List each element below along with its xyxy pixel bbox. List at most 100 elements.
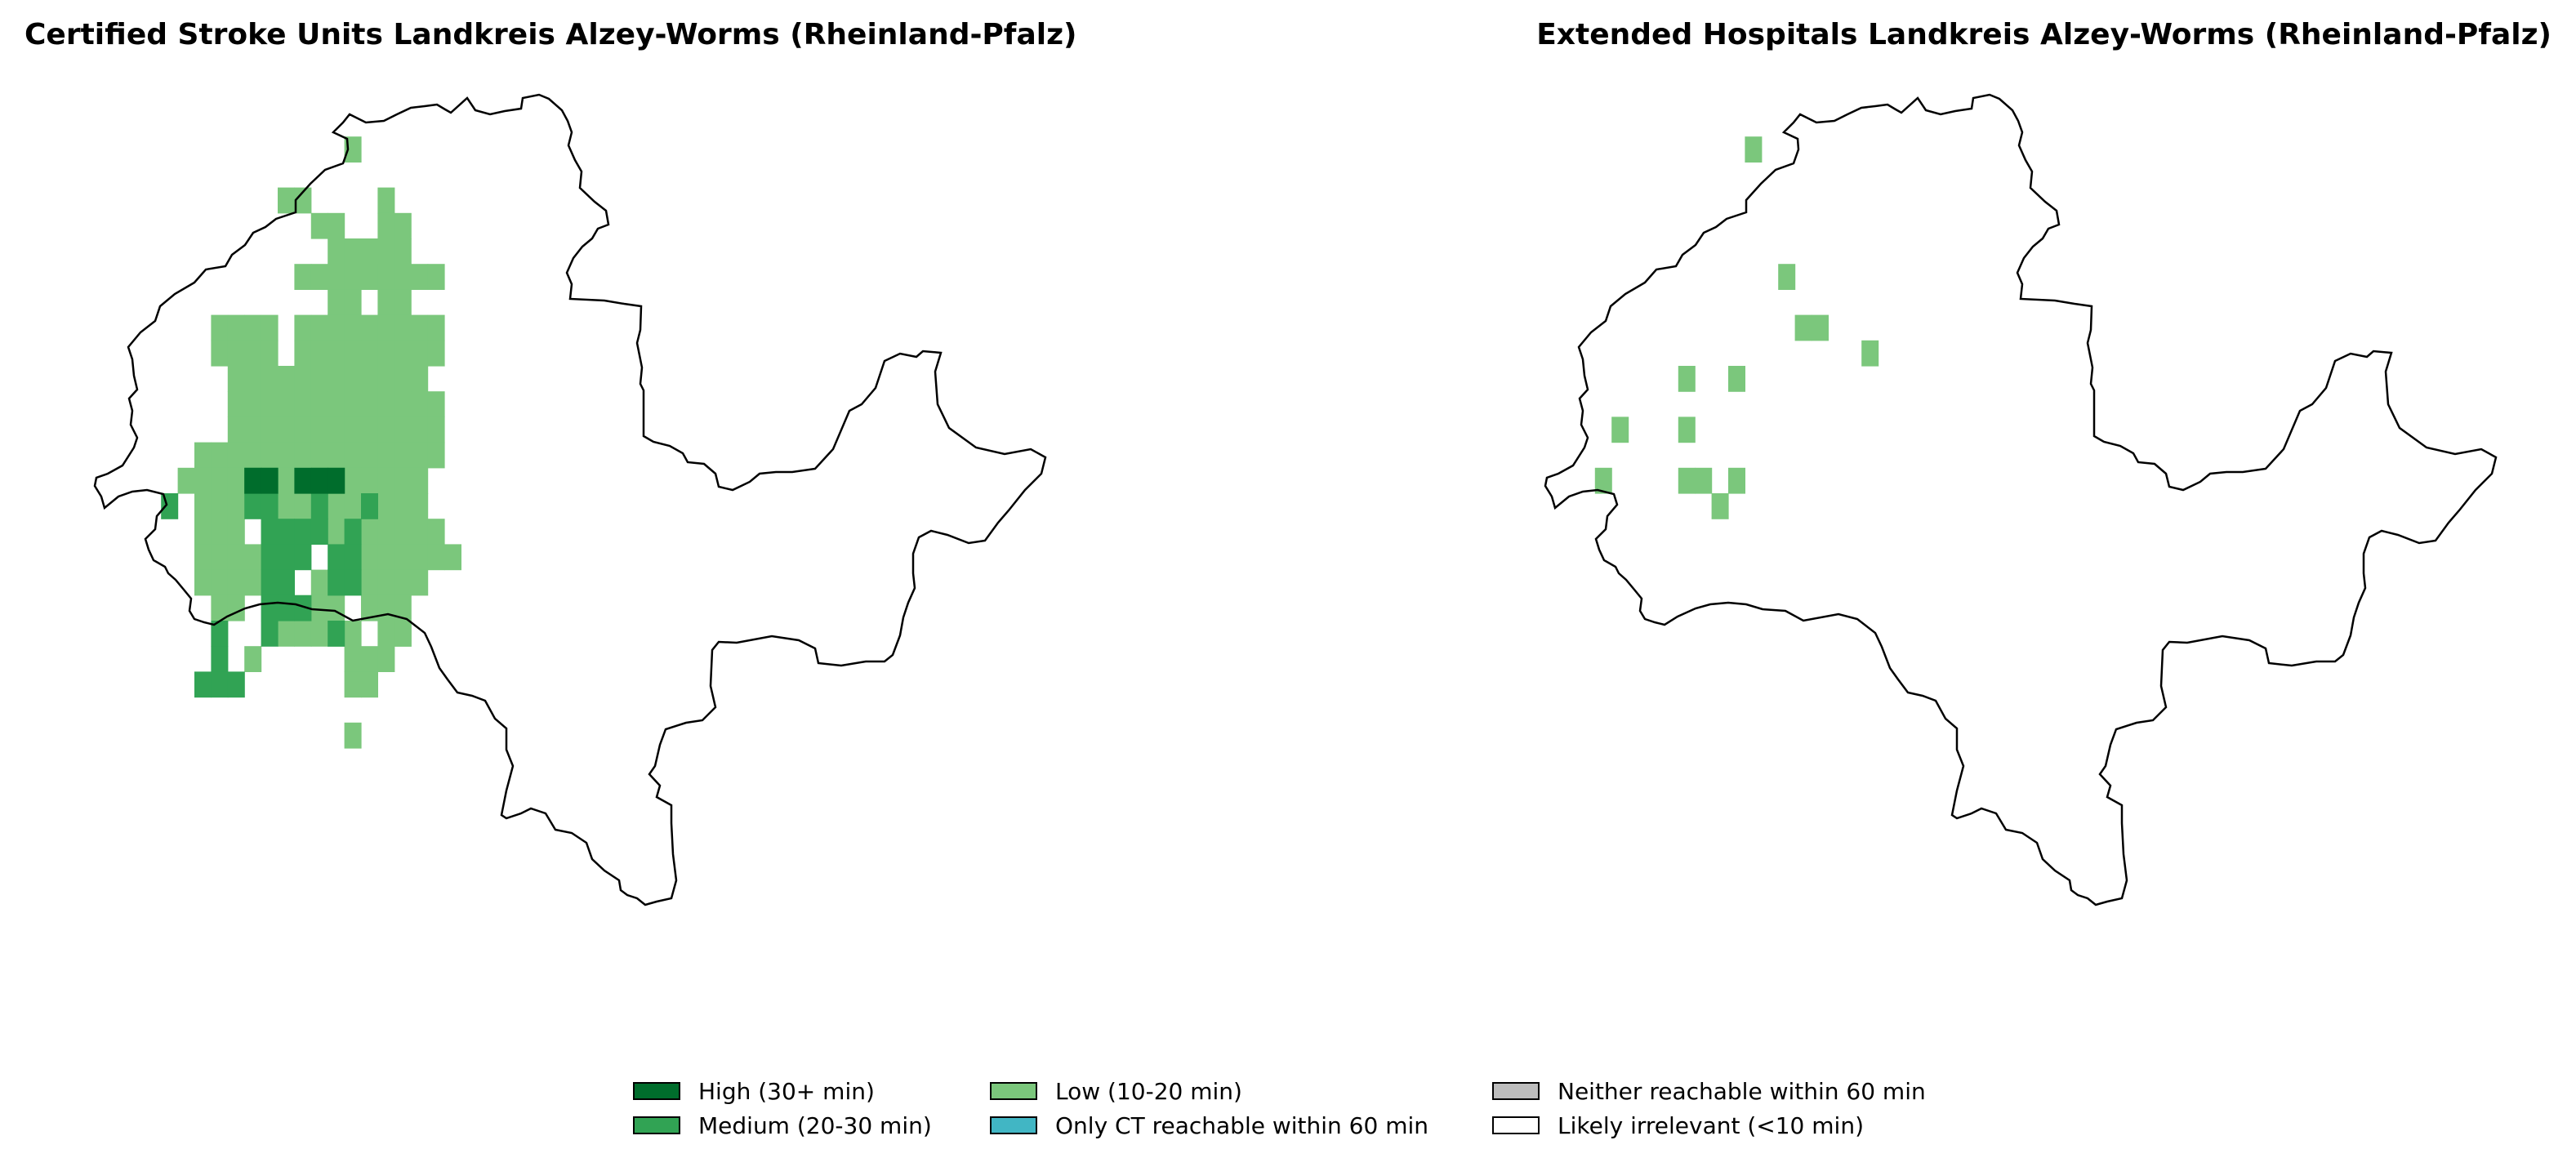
- legend-item-low: Low (10-20 min): [990, 1075, 1242, 1107]
- grid-cell-low: [278, 187, 295, 214]
- grid-cell-low: [361, 671, 378, 698]
- grid-cell-medium: [244, 493, 262, 519]
- grid-cell-medium: [310, 493, 328, 519]
- legend-label-irrelevant: Likely irrelevant (<10 min): [1558, 1111, 1864, 1139]
- grid-cell-low: [227, 519, 245, 545]
- grid-cell-low: [344, 467, 362, 494]
- grid-cell-low: [394, 467, 412, 494]
- grid-cell-low: [377, 467, 395, 494]
- legend-label-neither: Neither reachable within 60 min: [1558, 1077, 1926, 1105]
- grid-cell-low: [1678, 467, 1696, 494]
- grid-cell-low: [377, 569, 395, 596]
- grid-cell-medium: [361, 493, 378, 519]
- grid-cell-low: [394, 519, 412, 545]
- legend-item-medium: Medium (20-30 min): [633, 1109, 932, 1142]
- grid-cell-low: [377, 646, 395, 672]
- grid-cell-low: [177, 467, 195, 494]
- grid-cell-low: [411, 493, 429, 519]
- grid-cell-low: [361, 264, 378, 290]
- grid-cell-low: [361, 340, 378, 367]
- grid-cell-low: [328, 416, 345, 443]
- legend-item-neither: Neither reachable within 60 min: [1492, 1075, 1926, 1107]
- grid-cell-low: [261, 340, 279, 367]
- grid-cell-low: [427, 442, 445, 469]
- grid-cell-high: [261, 467, 279, 494]
- legend-label-ct-only: Only CT reachable within 60 min: [1055, 1111, 1429, 1139]
- grid-cell-low: [411, 467, 429, 494]
- grid-cell-low: [361, 544, 378, 571]
- grid-cell-low: [328, 238, 345, 265]
- grid-cell-low: [427, 416, 445, 443]
- extended-hospitals-grid-cells: [1594, 136, 1879, 519]
- grid-cell-low: [244, 646, 262, 672]
- grid-cell-low: [411, 340, 429, 367]
- grid-cell-low: [1678, 366, 1696, 392]
- grid-cell-low: [361, 646, 378, 672]
- grid-cell-low: [310, 416, 328, 443]
- grid-cell-medium: [328, 621, 345, 647]
- grid-cell-low: [294, 366, 312, 392]
- grid-cell-low: [1812, 314, 1829, 341]
- grid-cell-low: [361, 467, 378, 494]
- grid-cell-low: [1678, 416, 1696, 443]
- grid-cell-low: [227, 493, 245, 519]
- grid-cell-low: [278, 442, 295, 469]
- grid-cell-low: [394, 416, 412, 443]
- grid-cell-low: [1611, 416, 1629, 443]
- grid-cell-medium: [294, 544, 312, 571]
- grid-cell-low: [294, 493, 312, 519]
- left-panel-title: Certified Stroke Units Landkreis Alzey-W…: [25, 18, 1077, 51]
- grid-cell-medium: [211, 621, 229, 647]
- legend-swatch-medium: [633, 1116, 680, 1134]
- legend-swatch-high: [633, 1082, 680, 1100]
- grid-cell-low: [294, 621, 312, 647]
- grid-cell-low: [328, 314, 345, 341]
- grid-cell-low: [427, 340, 445, 367]
- grid-cell-low: [227, 569, 245, 596]
- grid-cell-low: [427, 544, 445, 571]
- grid-cell-low: [227, 544, 245, 571]
- grid-cell-low: [278, 366, 295, 392]
- grid-cell-low: [394, 595, 412, 621]
- grid-cell-low: [310, 264, 328, 290]
- grid-cell-low: [361, 519, 378, 545]
- legend-swatch-irrelevant: [1492, 1116, 1540, 1134]
- grid-cell-low: [227, 467, 245, 494]
- grid-cell-low: [394, 238, 412, 265]
- grid-cell-low: [427, 519, 445, 545]
- grid-cell-low: [261, 416, 279, 443]
- stroke-units-map: [93, 93, 1047, 906]
- grid-cell-low: [361, 442, 378, 469]
- grid-cell-low: [328, 442, 345, 469]
- stroke-units-grid-cells: [161, 136, 461, 749]
- grid-cell-low: [328, 264, 345, 290]
- grid-cell-low: [261, 366, 279, 392]
- grid-cell-high: [328, 467, 345, 494]
- grid-cell-low: [194, 442, 212, 469]
- grid-cell-low: [361, 595, 378, 621]
- grid-cell-low: [211, 595, 229, 621]
- grid-cell-low: [361, 391, 378, 417]
- grid-cell-low: [328, 519, 345, 545]
- grid-cell-low: [377, 621, 395, 647]
- grid-cell-low: [310, 621, 328, 647]
- grid-cell-low: [211, 467, 229, 494]
- grid-cell-medium: [278, 519, 295, 545]
- grid-cell-low: [244, 569, 262, 596]
- grid-cell-low: [361, 238, 378, 265]
- grid-cell-low: [344, 646, 362, 672]
- grid-cell-low: [227, 391, 245, 417]
- grid-cell-low: [411, 366, 429, 392]
- grid-cell-low: [411, 519, 429, 545]
- grid-cell-low: [377, 340, 395, 367]
- extended-hospitals-map: [1544, 93, 2498, 906]
- legend-item-irrelevant: Likely irrelevant (<10 min): [1492, 1109, 1864, 1142]
- legend-item-high: High (30+ min): [633, 1075, 875, 1107]
- grid-cell-low: [344, 671, 362, 698]
- grid-cell-medium: [310, 519, 328, 545]
- legend: High (30+ min) Medium (20-30 min) Low (1…: [633, 1075, 1956, 1148]
- grid-cell-medium: [328, 544, 345, 571]
- grid-cell-medium: [278, 544, 295, 571]
- grid-cell-medium: [278, 569, 295, 596]
- grid-cell-high: [310, 467, 328, 494]
